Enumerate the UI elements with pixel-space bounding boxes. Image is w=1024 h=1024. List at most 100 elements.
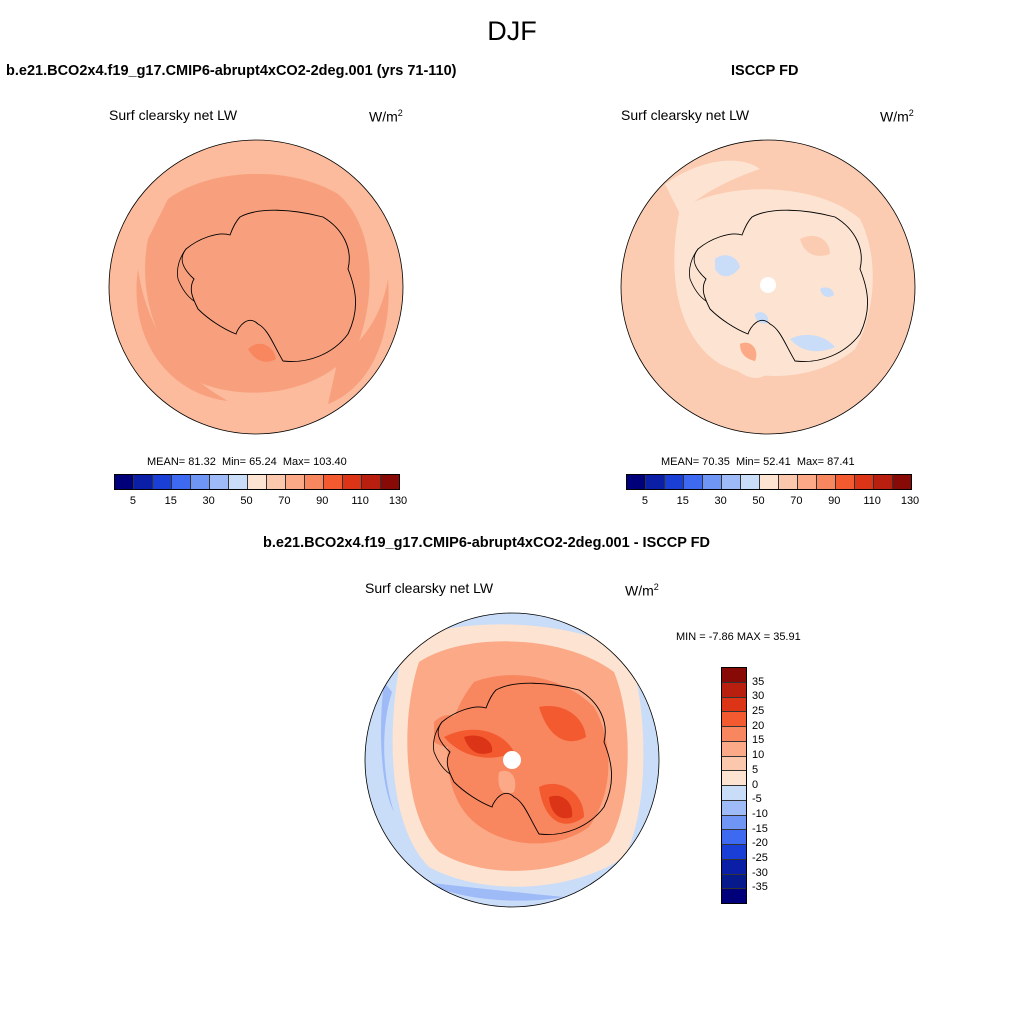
model-colorbar-segment xyxy=(381,475,399,489)
obs-colorbar-segment xyxy=(760,475,779,489)
obs-colorbar-segment xyxy=(665,475,684,489)
obs-colorbar-tick-label: 130 xyxy=(900,495,920,507)
diff-colorbar-segment xyxy=(722,771,746,786)
obs-stats: MEAN= 70.35 Min= 52.41 Max= 87.41 xyxy=(661,456,855,468)
model-max-label: Max= xyxy=(282,456,311,468)
diff-colorbar-segment xyxy=(722,756,746,772)
diff-colorbar-segment xyxy=(722,800,746,816)
diff-colorbar-tick-label: -15 xyxy=(752,822,768,835)
model-colorbar xyxy=(114,474,400,490)
model-mean-label: MEAN= xyxy=(147,456,186,468)
model-colorbar-segment xyxy=(191,475,210,489)
diff-colorbar-tick-label: 20 xyxy=(752,719,765,732)
diff-colorbar-segment xyxy=(722,786,746,801)
model-colorbar-segment xyxy=(248,475,267,489)
obs-colorbar-tick-label: 70 xyxy=(790,495,803,507)
obs-colorbar-tick-label: 15 xyxy=(676,495,689,507)
obs-max-label: Max= xyxy=(796,456,825,468)
diff-colorbar-tick-label: -10 xyxy=(752,807,768,820)
diff-colorbar-tick-label: 0 xyxy=(752,778,759,791)
model-polar-map xyxy=(108,139,404,435)
diff-colorbar-tick-label: -35 xyxy=(752,881,768,894)
model-colorbar-segment xyxy=(343,475,362,489)
model-colorbar-segment xyxy=(267,475,286,489)
model-colorbar-segment xyxy=(172,475,191,489)
obs-colorbar-tick-label: 90 xyxy=(828,495,841,507)
obs-colorbar xyxy=(626,474,912,490)
diff-colorbar-segment xyxy=(722,727,746,742)
obs-mean-value: 70.35 xyxy=(702,456,730,468)
model-colorbar-segment xyxy=(115,475,134,489)
obs-colorbar-segment xyxy=(893,475,911,489)
diff-polar-map xyxy=(364,612,660,908)
model-colorbar-tick-label: 15 xyxy=(164,495,177,507)
obs-variable-label: Surf clearsky net LW xyxy=(621,107,750,123)
model-min-value: 65.24 xyxy=(249,456,277,468)
diff-colorbar-tick-label: -25 xyxy=(752,851,768,864)
obs-colorbar-segment xyxy=(817,475,836,489)
diff-variable-label: Surf clearsky net LW xyxy=(365,580,494,596)
diff-panel-title: b.e21.BCO2x4.f19_g17.CMIP6-abrupt4xCO2-2… xyxy=(263,535,710,551)
diff-colorbar-segment xyxy=(722,697,746,713)
obs-colorbar-segment xyxy=(703,475,722,489)
model-colorbar-segment xyxy=(229,475,248,489)
diff-colorbar-segment xyxy=(722,741,746,757)
model-colorbar-tick-label: 110 xyxy=(351,495,369,507)
obs-max-value: 87.41 xyxy=(827,456,855,468)
diff-colorbar-segment xyxy=(722,889,746,903)
model-min-label: Min= xyxy=(221,456,247,468)
model-variable-label: Surf clearsky net LW xyxy=(109,107,238,123)
model-colorbar-tick-label: 5 xyxy=(129,495,136,507)
diff-colorbar-tick-label: 30 xyxy=(752,690,765,703)
diff-colorbar-segment xyxy=(722,859,746,875)
diff-colorbar-tick-label: -30 xyxy=(752,866,768,879)
diff-colorbar-segment xyxy=(722,845,746,860)
obs-units-label: W/m2 xyxy=(880,108,914,125)
obs-colorbar-segment xyxy=(646,475,665,489)
model-mean-value: 81.32 xyxy=(188,456,216,468)
obs-colorbar-segment xyxy=(836,475,855,489)
model-max-value: 103.40 xyxy=(313,456,347,468)
obs-colorbar-segment xyxy=(798,475,817,489)
obs-panel-title: ISCCP FD xyxy=(731,63,799,79)
diff-colorbar-tick-label: 15 xyxy=(752,734,765,747)
diff-colorbar-ticks: 35 30 25 20 15 10 5 0 -5 -10 -15 -20 -25 -30 -35 xyxy=(752,667,792,902)
obs-colorbar-segment xyxy=(722,475,741,489)
diff-colorbar-segment xyxy=(722,668,746,683)
obs-colorbar-tick-label: 50 xyxy=(752,495,765,507)
diff-colorbar-tick-label: 35 xyxy=(752,675,765,688)
obs-colorbar-tick-label: 110 xyxy=(863,495,881,507)
diff-colorbar-segment xyxy=(722,815,746,831)
obs-colorbar-tick-label: 5 xyxy=(641,495,648,507)
obs-min-label: Min= xyxy=(735,456,761,468)
model-colorbar-tick-label: 90 xyxy=(316,495,329,507)
obs-polar-map xyxy=(620,139,916,435)
model-colorbar-segment xyxy=(305,475,324,489)
obs-colorbar-segment xyxy=(741,475,760,489)
model-units-label: W/m2 xyxy=(369,108,403,125)
diff-stats: MIN = -7.86 MAX = 35.91 xyxy=(676,631,801,643)
model-colorbar-segment xyxy=(324,475,343,489)
diff-colorbar-segment xyxy=(722,874,746,890)
diff-colorbar-segment xyxy=(722,712,746,727)
diff-colorbar-tick-label: -20 xyxy=(752,837,768,850)
model-colorbar-segment xyxy=(153,475,172,489)
diff-colorbar-tick-label: 25 xyxy=(752,705,765,718)
obs-colorbar-segment xyxy=(684,475,703,489)
diff-colorbar-tick-label: 10 xyxy=(752,749,765,762)
diff-colorbar-tick-label: 5 xyxy=(752,763,759,776)
figure-title: DJF xyxy=(487,16,537,46)
model-stats: MEAN= 81.32 Min= 65.24 Max= 103.40 xyxy=(147,456,347,468)
model-colorbar-segment xyxy=(286,475,305,489)
model-colorbar-tick-label: 70 xyxy=(278,495,291,507)
model-panel-title: b.e21.BCO2x4.f19_g17.CMIP6-abrupt4xCO2-2… xyxy=(6,63,457,79)
obs-colorbar-ticks: 5 15 30 50 70 90 110 130 xyxy=(626,495,919,509)
diff-colorbar-segment xyxy=(722,682,746,698)
obs-min-value: 52.41 xyxy=(763,456,791,468)
obs-colorbar-segment xyxy=(855,475,874,489)
model-colorbar-segment xyxy=(134,475,153,489)
obs-mean-label: MEAN= xyxy=(661,456,700,468)
model-colorbar-tick-label: 30 xyxy=(202,495,215,507)
diff-colorbar-segment xyxy=(722,830,746,845)
model-colorbar-tick-label: 50 xyxy=(240,495,253,507)
